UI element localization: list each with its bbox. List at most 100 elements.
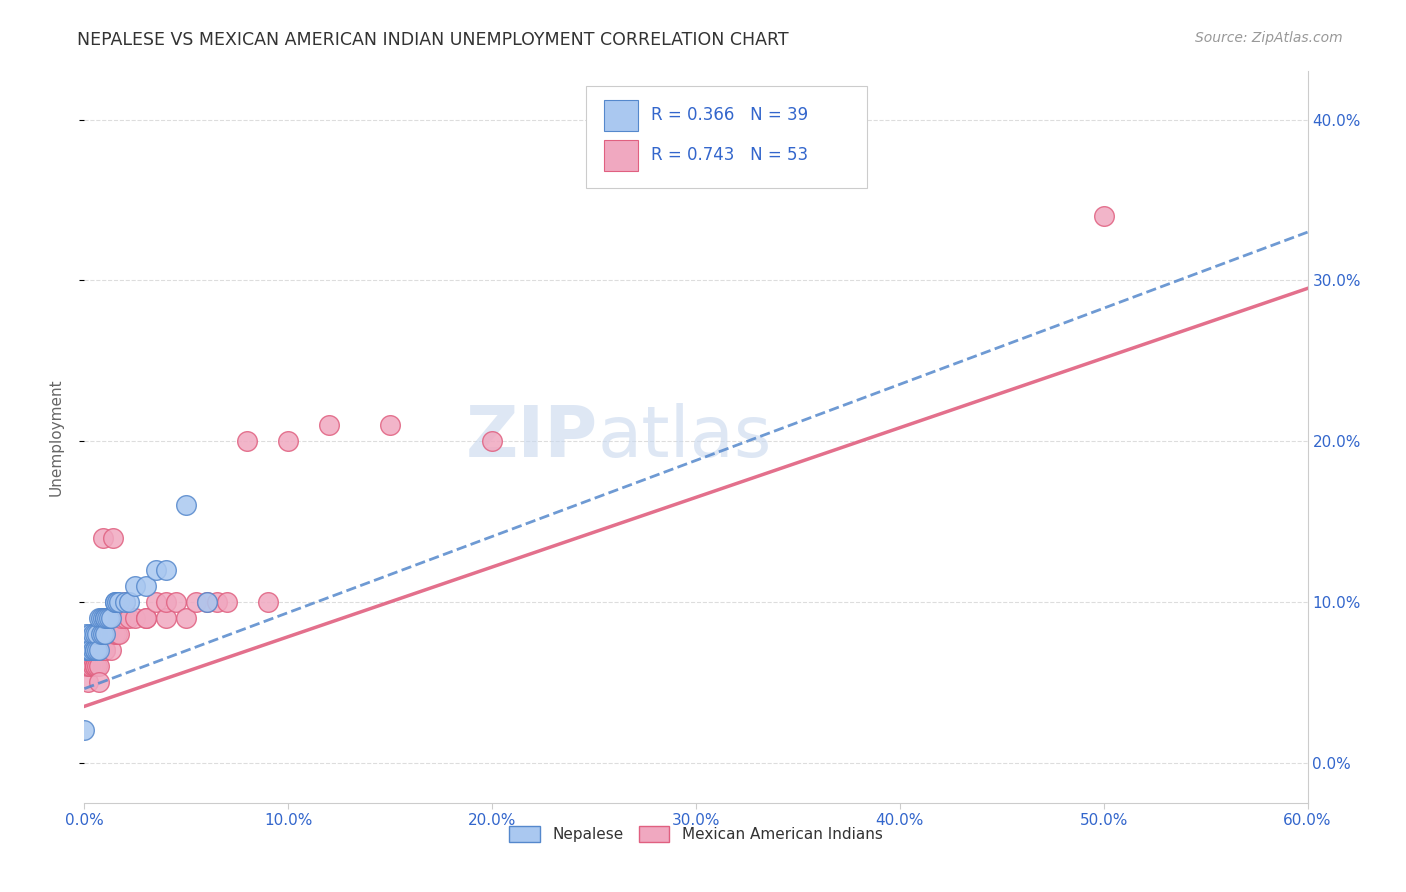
Point	[195, 595, 218, 609]
Point	[155, 611, 177, 625]
Point	[79, 659, 101, 673]
Point	[75, 643, 97, 657]
Legend: Nepalese, Mexican American Indians: Nepalese, Mexican American Indians	[502, 818, 890, 850]
Point	[97, 627, 120, 641]
Point	[82, 627, 104, 641]
Point	[77, 675, 100, 690]
Point	[145, 563, 167, 577]
Point	[114, 595, 136, 609]
Point	[100, 611, 122, 625]
Point	[79, 643, 101, 657]
Point	[86, 627, 108, 641]
Point	[105, 595, 128, 609]
Point	[93, 611, 115, 625]
Point	[118, 611, 141, 625]
Point	[96, 627, 118, 641]
Text: Source: ZipAtlas.com: Source: ZipAtlas.com	[1195, 31, 1343, 45]
Point	[91, 643, 114, 657]
Point	[79, 627, 101, 641]
Y-axis label: Unemployment: Unemployment	[49, 378, 63, 496]
Point	[108, 595, 131, 609]
Point	[205, 595, 228, 609]
Point	[93, 627, 115, 641]
Point	[145, 595, 167, 609]
Point	[87, 659, 110, 673]
Point	[83, 627, 105, 641]
Point	[93, 643, 115, 657]
Point	[114, 595, 136, 609]
Point	[110, 611, 132, 625]
FancyBboxPatch shape	[605, 100, 638, 130]
Point	[124, 611, 146, 625]
Point	[79, 643, 101, 657]
Point	[217, 595, 239, 609]
Point	[118, 595, 141, 609]
Point	[91, 531, 114, 545]
Text: ZIP: ZIP	[465, 402, 598, 472]
Point	[91, 627, 114, 641]
Point	[104, 595, 127, 609]
Point	[73, 659, 96, 673]
Point	[90, 627, 112, 641]
Point	[236, 434, 259, 449]
Point	[100, 643, 122, 657]
Point	[87, 675, 110, 690]
FancyBboxPatch shape	[586, 86, 868, 188]
Point	[104, 595, 127, 609]
Point	[90, 627, 112, 641]
Text: R = 0.366   N = 39: R = 0.366 N = 39	[651, 106, 808, 124]
FancyBboxPatch shape	[605, 140, 638, 171]
Point	[108, 627, 131, 641]
Point	[124, 579, 146, 593]
Point	[73, 723, 96, 738]
Point	[105, 627, 128, 641]
Point	[90, 643, 112, 657]
Point	[91, 611, 114, 625]
Point	[86, 659, 108, 673]
Point	[77, 659, 100, 673]
Point	[83, 643, 105, 657]
Point	[104, 627, 127, 641]
Point	[77, 643, 100, 657]
Point	[174, 499, 197, 513]
Point	[83, 643, 105, 657]
Point	[165, 595, 187, 609]
Point	[135, 611, 157, 625]
Text: NEPALESE VS MEXICAN AMERICAN INDIAN UNEMPLOYMENT CORRELATION CHART: NEPALESE VS MEXICAN AMERICAN INDIAN UNEM…	[77, 31, 789, 49]
Point	[87, 643, 110, 657]
Point	[93, 611, 115, 625]
Point	[186, 595, 208, 609]
Point	[96, 611, 118, 625]
Point	[83, 659, 105, 673]
Point	[277, 434, 299, 449]
Point	[93, 627, 115, 641]
Point	[86, 643, 108, 657]
Point	[93, 643, 115, 657]
Point	[75, 659, 97, 673]
Text: atlas: atlas	[598, 402, 772, 472]
Point	[90, 611, 112, 625]
Point	[257, 595, 280, 609]
Point	[82, 643, 104, 657]
Point	[97, 611, 120, 625]
Point	[155, 563, 177, 577]
Point	[195, 595, 218, 609]
Point	[135, 579, 157, 593]
Point	[155, 595, 177, 609]
Point	[83, 659, 105, 673]
Point	[318, 417, 340, 432]
Point	[82, 643, 104, 657]
Point	[82, 659, 104, 673]
Point	[135, 611, 157, 625]
Point	[1092, 209, 1115, 223]
Point	[86, 643, 108, 657]
Point	[114, 611, 136, 625]
Text: R = 0.743   N = 53: R = 0.743 N = 53	[651, 146, 808, 164]
Point	[77, 643, 100, 657]
Point	[380, 417, 402, 432]
Point	[79, 643, 101, 657]
Point	[481, 434, 503, 449]
Point	[75, 627, 97, 641]
Point	[75, 643, 97, 657]
Point	[174, 611, 197, 625]
